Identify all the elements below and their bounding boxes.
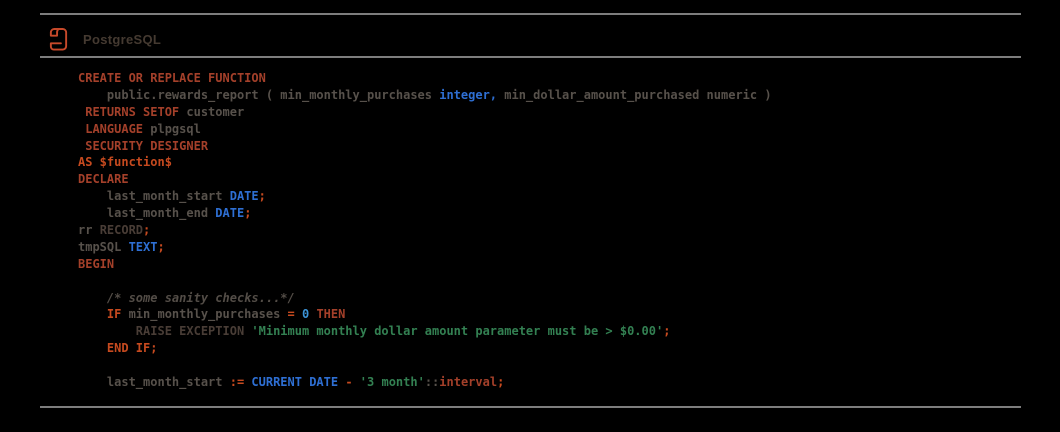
code-token: DATE (215, 206, 245, 221)
code-token: BEGIN (78, 256, 115, 271)
code-token (353, 375, 360, 389)
code-token: customer (179, 104, 245, 119)
code-token: THEN (309, 307, 346, 322)
code-line: public.rewards_report ( min_monthly_purc… (78, 87, 772, 104)
postgresql-scroll-icon (48, 26, 69, 53)
code-token: ; (497, 375, 505, 390)
code-token: tmpSQL (78, 239, 129, 254)
postgresql-title: PostgreSQL (83, 32, 162, 47)
code-token: RETURNS SETOF (78, 104, 180, 119)
code-token: CURRENT DATE (251, 375, 339, 390)
code-token: RAISE EXCEPTION (78, 324, 252, 339)
code-line: last_month_start DATE; (78, 188, 772, 205)
code-token: interval (439, 375, 498, 390)
code-token: - (338, 375, 353, 390)
code-token: integer, (439, 87, 498, 102)
header: PostgreSQL (48, 26, 161, 53)
code-token (295, 307, 302, 321)
code-line: DECLARE (78, 171, 772, 188)
code-token: IF (78, 307, 122, 322)
code-token: RECORD (99, 223, 144, 238)
code-line: tmpSQL TEXT; (78, 239, 772, 256)
code-token: 'Minimum monthly dollar amount parameter… (251, 324, 664, 339)
code-token: DECLARE (78, 172, 129, 187)
code-token: plpgsql (143, 121, 201, 136)
code-token: last_month_start (78, 375, 230, 390)
code-line: RAISE EXCEPTION 'Minimum monthly dollar … (78, 323, 772, 340)
code-line: SECURITY DESIGNER (78, 138, 772, 155)
code-line: LANGUAGE plpgsql (78, 121, 772, 138)
code-line (78, 273, 772, 290)
code-token: ; (143, 223, 151, 238)
code-token: 0 (302, 307, 310, 322)
code-token: :: (424, 375, 440, 390)
code-token: TEXT (128, 239, 158, 254)
code-token: CREATE OR REPLACE FUNCTION (78, 71, 266, 85)
divider-header (40, 56, 1021, 58)
code-token: min_dollar_amount_purchased numeric ) (497, 87, 772, 102)
code-token: ; (244, 206, 252, 221)
code-line: rr RECORD; (78, 222, 772, 239)
code-token: DATE (229, 189, 259, 204)
code-line: RETURNS SETOF customer (78, 104, 772, 121)
code-token: := (229, 375, 245, 390)
code-token: ; (258, 189, 266, 204)
code-token: last_month_end (78, 206, 216, 221)
code-token: '3 month' (359, 375, 425, 390)
code-token: ; (157, 239, 165, 254)
code-token: last_month_start (78, 189, 230, 204)
code-line: CREATE OR REPLACE FUNCTION (78, 70, 772, 87)
code-token: /* some sanity checks...*/ (78, 290, 295, 305)
code-line: END IF; (78, 340, 772, 357)
code-token: = (287, 307, 295, 322)
code-line: last_month_end DATE; (78, 205, 772, 222)
divider-top (40, 13, 1021, 15)
code-token: rr (78, 223, 100, 238)
code-token: END IF; (78, 341, 158, 356)
code-line: /* some sanity checks...*/ (78, 290, 772, 307)
code-line: BEGIN (78, 256, 772, 273)
code-line: AS $function$ (78, 154, 772, 171)
divider-bottom (40, 406, 1021, 408)
code-line (78, 357, 772, 374)
code-token: min_monthly_purchases (121, 307, 288, 322)
code-block: CREATE OR REPLACE FUNCTION public.reward… (78, 70, 772, 391)
code-token: LANGUAGE (78, 121, 144, 136)
code-token: ; (663, 324, 671, 339)
code-token: public.rewards_report ( min_monthly_purc… (78, 87, 440, 102)
code-token: AS $function$ (78, 155, 172, 170)
code-token: SECURITY DESIGNER (78, 138, 209, 153)
code-line: last_month_start := CURRENT DATE - '3 mo… (78, 374, 772, 391)
code-line: IF min_monthly_purchases = 0 THEN (78, 306, 772, 323)
